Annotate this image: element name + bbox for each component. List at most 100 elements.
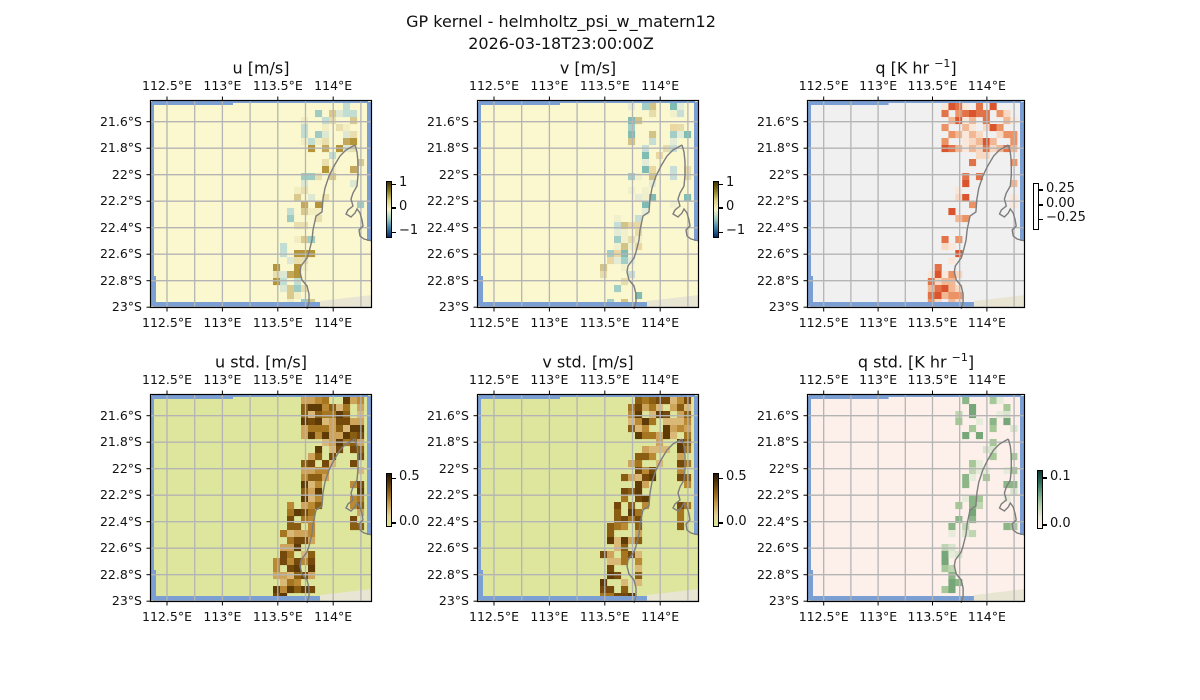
y-tick: 21.6°S: [756, 407, 799, 423]
colorbar-tickmark: [1043, 477, 1047, 479]
panel-v-std-title: v std. [m/s]: [542, 352, 634, 372]
colorbar-tickmark: [719, 207, 723, 209]
y-tick: 22.8°S: [426, 566, 469, 582]
y-tick: 22.8°S: [99, 272, 142, 288]
colorbar-tickmark: [719, 477, 723, 480]
panel-u-std-title: u std. [m/s]: [215, 352, 307, 372]
y-tick: 22°S: [438, 166, 469, 182]
x-tick-bottom: 114°E: [641, 315, 680, 330]
y-tick: 23°S: [768, 593, 799, 609]
colorbar-tickmark: [392, 477, 396, 480]
y-tick: 23°S: [111, 593, 142, 609]
y-tick: 22.4°S: [756, 513, 799, 529]
colorbar-tick-label: 1: [726, 175, 735, 191]
y-tick: 22.2°S: [426, 487, 469, 503]
y-tick: 22.6°S: [426, 246, 469, 262]
x-tick-top: 112.5°E: [798, 78, 849, 93]
y-tick: 21.8°S: [756, 434, 799, 450]
x-tick-bottom: 114°E: [967, 315, 1006, 330]
colorbar-tick-label: 0: [726, 198, 735, 214]
y-tick: 21.8°S: [426, 434, 469, 450]
colorbar-gradient: [1033, 183, 1039, 230]
x-tick-top: 112.5°E: [469, 78, 519, 93]
map-v-std: [473, 390, 700, 606]
colorbar-gradient: [386, 473, 392, 527]
colorbar-tick-label: 0.1: [1050, 468, 1071, 484]
y-tick: 21.8°S: [426, 140, 469, 156]
panel-v-std: v std. [m/s] 112.5°E 112.5°E 113°E 113°E 113…: [427, 352, 747, 624]
x-tick-top: 114°E: [314, 372, 353, 387]
map-u: [146, 96, 373, 312]
x-tick-top: 113°E: [859, 78, 898, 93]
colorbar-gradient: [386, 181, 392, 238]
y-tick: 21.8°S: [99, 140, 142, 156]
x-tick-bottom: 113.5°E: [252, 609, 303, 624]
coastline: [626, 144, 683, 310]
x-tick-bottom: 113.5°E: [579, 315, 630, 330]
x-tick-top: 113°E: [530, 78, 569, 93]
colorbar-tickmark: [1043, 524, 1047, 526]
colorbar-tick-label: 0.0: [399, 513, 420, 529]
colorbar-tick-label: −1: [726, 223, 746, 239]
x-tick-bottom: 113°E: [859, 315, 898, 330]
panel-u: u [m/s] 112.5°E 112.5°E 113°E 113°E 113.5°E 1…: [100, 58, 418, 330]
y-tick: 22.6°S: [756, 540, 799, 556]
colorbar-tick-label: 0: [399, 198, 408, 214]
coastline: [299, 438, 356, 604]
x-tick-top: 112.5°E: [469, 372, 519, 387]
y-tick: 23°S: [111, 299, 142, 315]
coastline: [953, 438, 1009, 604]
x-tick-top: 112.5°E: [798, 372, 849, 387]
y-tick: 23°S: [768, 299, 799, 315]
panel-u-title: u [m/s]: [232, 58, 290, 78]
y-tick: 22.4°S: [426, 219, 469, 235]
panel-v: v [m/s] 112.5°E 112.5°E 113°E 113°E 113.5°E 1…: [427, 58, 745, 330]
coastline: [953, 144, 1009, 310]
y-tick: 22°S: [768, 460, 799, 476]
figure-title: GP kernel - helmholtz_psi_w_matern12: [406, 12, 716, 31]
x-tick-bottom: 113.5°E: [907, 609, 958, 624]
y-tick: 21.6°S: [426, 407, 469, 423]
x-tick-bottom: 113°E: [530, 315, 569, 330]
x-tick-top: 114°E: [641, 372, 680, 387]
x-tick-bottom: 112.5°E: [142, 315, 192, 330]
x-tick-top: 113°E: [203, 372, 242, 387]
colorbar-tickmark: [392, 207, 396, 209]
x-tick-bottom: 114°E: [641, 609, 680, 624]
y-tick: 23°S: [438, 593, 469, 609]
colorbar-tickmark: [1039, 218, 1043, 220]
panel-q-title: q [K hr −1]: [875, 57, 957, 78]
colorbar-tickmark: [392, 231, 396, 234]
colorbar-tickmark: [719, 522, 723, 524]
colorbar-tick-label: 0.5: [726, 469, 747, 485]
panel-q-std: q std. [K hr −1] 112.5°E 112.5°E 113°E 113°…: [757, 351, 1071, 624]
panel-q-std-title: q std. [K hr −1]: [857, 351, 975, 372]
x-tick-bottom: 112.5°E: [798, 315, 849, 330]
y-tick: 21.6°S: [756, 113, 799, 129]
y-tick: 23°S: [438, 299, 469, 315]
colorbar-tickmark: [719, 231, 723, 234]
x-tick-top: 113.5°E: [579, 78, 630, 93]
y-tick: 22°S: [111, 460, 142, 476]
figure-timestamp: 2026-03-18T23:00:00Z: [468, 34, 654, 53]
x-tick-bottom: 113.5°E: [579, 609, 630, 624]
x-tick-top: 113.5°E: [907, 372, 958, 387]
x-tick-top: 114°E: [641, 78, 680, 93]
map-q-std: [803, 390, 1026, 606]
x-tick-bottom: 114°E: [967, 609, 1006, 624]
y-tick: 22.6°S: [756, 246, 799, 262]
colorbar-tick-label: 0.0: [1050, 515, 1071, 531]
colorbar-tick-label: −0.25: [1046, 210, 1086, 225]
colorbar-gradient: [713, 473, 719, 527]
colorbar-tick-label: 0.25: [1046, 180, 1075, 196]
y-tick: 22.2°S: [756, 193, 799, 209]
x-tick-bottom: 112.5°E: [142, 609, 192, 624]
x-tick-top: 113.5°E: [907, 78, 958, 93]
y-tick: 22.6°S: [99, 246, 142, 262]
colorbar-tick-label: 0.0: [726, 513, 747, 529]
colorbar-tickmark: [719, 183, 723, 186]
map-q: [803, 96, 1026, 312]
colorbar-gradient: [1037, 470, 1043, 529]
colorbar-tickmark: [1039, 204, 1043, 206]
colorbar-tickmark: [392, 522, 396, 524]
